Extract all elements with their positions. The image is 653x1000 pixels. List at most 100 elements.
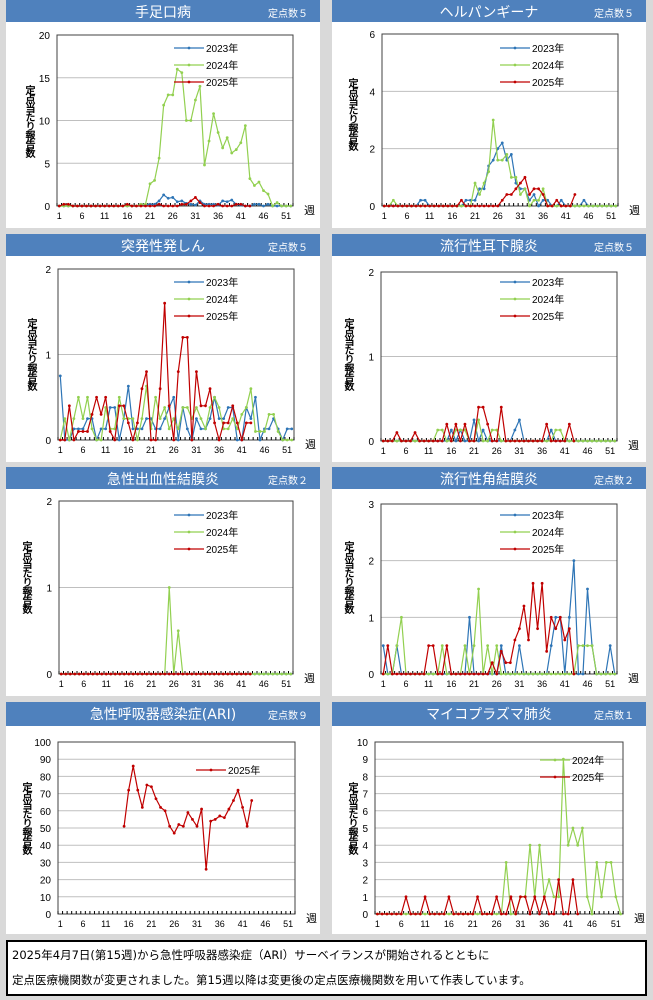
data-point — [144, 204, 147, 208]
data-point — [509, 912, 513, 916]
data-point — [558, 439, 562, 443]
data-point — [532, 193, 536, 196]
data-point — [232, 799, 235, 802]
data-point — [240, 412, 244, 416]
data-point — [167, 404, 171, 408]
x-tick-label: 1 — [382, 211, 387, 221]
data-point — [540, 439, 544, 443]
data-point — [162, 204, 166, 208]
series-2025年 — [375, 878, 580, 916]
data-point — [545, 422, 549, 426]
data-point — [244, 672, 248, 676]
y-tick-label: 0 — [369, 202, 375, 213]
x-tick-label: 41 — [236, 211, 246, 221]
legend-label: 2024年 — [532, 526, 564, 539]
data-point — [576, 843, 580, 847]
data-point — [540, 672, 544, 676]
data-point — [275, 672, 279, 676]
data-point — [184, 119, 188, 122]
data-point — [463, 439, 467, 443]
data-point — [476, 895, 479, 899]
legend-item: 2025年 — [500, 310, 564, 323]
data-point — [266, 202, 270, 206]
data-point — [478, 187, 481, 191]
x-tick-label: 1 — [375, 919, 380, 929]
panel-title: 急性出血性結膜炎 — [107, 472, 219, 488]
data-point — [604, 672, 608, 676]
x-tick-label: 46 — [583, 211, 593, 221]
y-tick-label: 90 — [40, 755, 52, 766]
data-point — [145, 417, 148, 421]
data-point — [486, 672, 490, 676]
x-tick-label: 6 — [403, 446, 408, 456]
data-point — [222, 816, 226, 820]
y-tick-label: 60 — [40, 807, 52, 818]
data-point — [446, 204, 450, 208]
data-point — [554, 672, 558, 676]
data-point — [400, 615, 403, 619]
data-point — [440, 672, 444, 676]
data-point — [463, 422, 467, 426]
legend-marker — [513, 530, 517, 534]
series-line — [123, 765, 253, 870]
y-axis-label: 定点当たり報告数 — [342, 318, 353, 390]
data-point — [253, 672, 257, 676]
data-point — [567, 422, 571, 426]
data-point — [171, 93, 175, 97]
x-tick-label: 36 — [214, 445, 224, 455]
data-point — [485, 912, 489, 916]
legend-marker — [187, 280, 191, 284]
data-point — [495, 895, 499, 899]
data-point — [578, 204, 581, 208]
data-point — [445, 439, 449, 443]
data-point — [177, 823, 181, 826]
data-point — [208, 672, 212, 676]
data-point — [547, 878, 551, 881]
y-tick-label: 3 — [362, 858, 368, 869]
data-point — [199, 672, 203, 676]
data-point — [477, 418, 480, 422]
legend-label: 2023年 — [532, 509, 564, 522]
data-point — [577, 644, 580, 648]
legend-label: 2025年 — [532, 543, 564, 556]
x-tick-label: 36 — [537, 679, 547, 689]
data-point — [248, 672, 252, 676]
data-point — [176, 438, 180, 442]
data-point — [81, 427, 85, 431]
data-point — [57, 204, 61, 208]
data-point — [590, 439, 594, 443]
data-point — [272, 412, 275, 416]
data-point — [212, 204, 215, 208]
data-point — [545, 649, 549, 653]
data-point — [445, 672, 449, 676]
data-point — [199, 427, 203, 431]
data-point — [527, 638, 530, 642]
data-point — [541, 193, 545, 196]
data-point — [72, 427, 76, 431]
series-line — [384, 119, 616, 207]
data-point — [163, 809, 167, 813]
data-point — [195, 417, 198, 421]
y-tick-label: 0 — [45, 910, 51, 921]
x-tick-label: 16 — [122, 211, 132, 221]
data-point — [158, 427, 162, 431]
data-point — [410, 204, 413, 208]
data-point — [82, 672, 86, 676]
data-point — [76, 204, 79, 208]
y-tick-label: 0 — [368, 670, 374, 681]
data-point — [481, 428, 485, 432]
y-tick-label: 80 — [40, 772, 52, 783]
data-point — [185, 672, 189, 676]
data-point — [404, 895, 408, 899]
data-point — [600, 895, 603, 899]
data-point — [239, 202, 243, 206]
data-point — [518, 644, 521, 648]
data-point — [239, 672, 243, 676]
legend-item: 2025年 — [500, 76, 564, 89]
series-2025年 — [122, 764, 254, 871]
data-point — [590, 644, 594, 648]
data-point — [533, 895, 537, 899]
x-tick-label: 31 — [514, 679, 524, 689]
data-point — [225, 204, 229, 208]
